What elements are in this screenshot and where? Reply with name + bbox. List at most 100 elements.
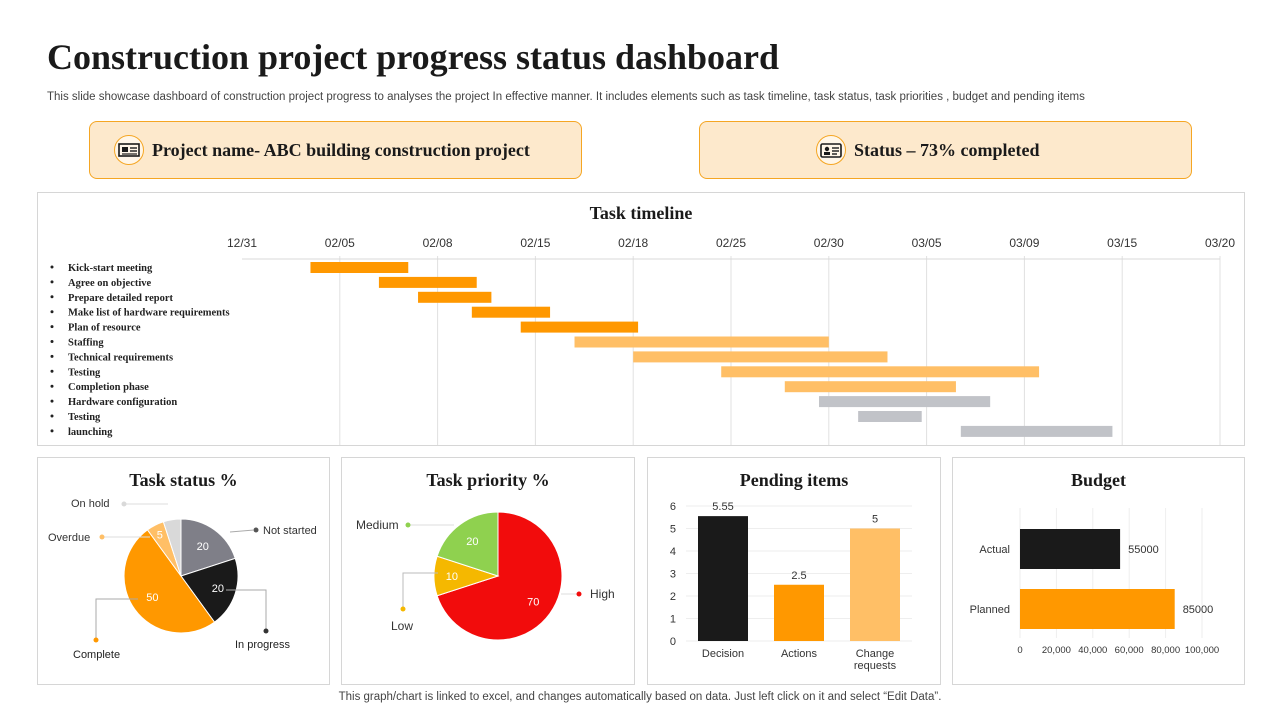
task-timeline-title: Task timeline	[589, 203, 693, 223]
bar-actions	[774, 584, 824, 641]
pie-value-label: 20	[212, 583, 224, 595]
legend-dot	[405, 522, 411, 528]
task-bar-prepare-detailed-report	[418, 291, 492, 303]
task-bar-technical-requirements	[633, 351, 888, 363]
task-bar-make-list-of-hardware-requirements	[471, 306, 551, 318]
callout-label: High	[590, 587, 615, 601]
pie-slice-complete	[123, 529, 216, 634]
x-tick-label: 02/30	[814, 236, 844, 250]
task-bar-testing	[858, 411, 922, 422]
callout-label: Not started	[263, 525, 317, 537]
x-tick-label: Decision	[702, 648, 744, 660]
task-bullet	[50, 429, 54, 433]
x-tick-label: 02/25	[716, 236, 746, 250]
legend-dot	[263, 628, 269, 634]
x-tick-label: 80,000	[1151, 645, 1180, 656]
y-tick-label: 1	[670, 614, 676, 626]
blueprint-icon	[114, 135, 144, 165]
legend-dot	[93, 637, 99, 643]
project-name-box: Project name- ABC building construction …	[89, 121, 582, 179]
callout-line	[229, 529, 255, 533]
pie-value-label: 10	[446, 571, 458, 583]
task-bullet	[50, 340, 54, 343]
pending-items-chart: 0 1 2 3 4 5 6 5.55 Decision 2.5 Actions 5 Changerequ…	[670, 501, 912, 672]
task-bar-staffing	[574, 336, 829, 348]
pie-value-label: 5	[157, 529, 163, 541]
footer-note: This graph/chart is linked to excel, and…	[338, 691, 942, 703]
task-priority-panel: Task priority % 70 10 20 High Low Medium	[341, 457, 635, 685]
task-label: Technical requirements	[68, 352, 173, 363]
bar-value-label: 2.5	[791, 570, 806, 582]
task-timeline-panel: Task timeline 12/31 02/05 02/08 02/15 02/18 0…	[37, 192, 1245, 446]
bar-change-requests	[850, 528, 900, 641]
pie-slice-in-progress	[180, 557, 239, 623]
x-tick-label: 02/08	[423, 236, 453, 250]
x-tick-label: 02/15	[520, 236, 550, 250]
task-bullet	[50, 414, 54, 418]
task-label: Testing	[68, 412, 101, 423]
x-tick-label: Actions	[781, 648, 818, 660]
x-tick-label: 02/18	[618, 236, 648, 250]
task-label: Make list of hardware requirements	[68, 308, 230, 319]
page-subtitle: This slide showcase dashboard of constru…	[47, 91, 1085, 103]
task-status-panel: Task status % 20 20 50 5 Not started In progr…	[37, 457, 330, 685]
task-label: Completion phase	[68, 382, 149, 393]
status-box: Status – 73% completed	[699, 121, 1192, 179]
task-bar-hardware-configuration	[819, 396, 991, 408]
status-text: Status – 73% completed	[854, 139, 1040, 160]
legend-dot	[400, 606, 406, 612]
budget-chart: 0 20,000 40,000 60,000 80,000 100,000 Actual 55…	[970, 508, 1219, 656]
task-label: Testing	[68, 367, 101, 378]
task-priority-chart: 70 10 20 High Low Medium	[356, 511, 615, 641]
task-bar-plan-of-resource	[520, 321, 639, 333]
task-label: Prepare detailed report	[68, 293, 173, 304]
budget-title: Budget	[1070, 470, 1126, 490]
y-tick-label: Planned	[970, 604, 1010, 616]
callout-label: Low	[391, 619, 413, 633]
callout-label: In progress	[235, 639, 291, 651]
x-tick-label: 02/05	[325, 236, 355, 250]
task-label: Staffing	[68, 338, 104, 349]
task-label: launching	[68, 427, 113, 438]
x-tick-label: Change	[856, 648, 895, 660]
pie-slice-on-hold	[162, 518, 182, 577]
project-name-text: Project name- ABC building construction …	[152, 139, 530, 160]
x-tick-label: 40,000	[1078, 645, 1107, 656]
task-bullet	[50, 399, 54, 403]
id-card-icon	[816, 135, 846, 165]
pie-value-label: 50	[146, 592, 158, 604]
bar-actual	[1020, 529, 1121, 569]
bar-value-label: 5	[872, 514, 878, 526]
pie-value-label: 20	[466, 536, 478, 548]
legend-dot	[253, 527, 259, 533]
callout-line	[226, 589, 267, 631]
callout-line	[402, 572, 438, 608]
task-label: Agree on objective	[68, 278, 152, 289]
task-label: Plan of resource	[68, 323, 141, 334]
task-status-title: Task status %	[129, 470, 238, 490]
x-tick-label: 20,000	[1042, 645, 1071, 656]
task-bar-agree-on-objective	[378, 276, 477, 288]
x-tick-label: 60,000	[1115, 645, 1144, 656]
x-tick-label: 03/05	[912, 236, 942, 250]
y-tick-label: 4	[670, 546, 676, 558]
task-bullet	[50, 310, 54, 314]
callout-label: Complete	[73, 649, 120, 661]
pie-value-label: 20	[197, 541, 209, 553]
y-tick-label: 2	[670, 591, 676, 603]
task-label: Kick-start meeting	[68, 263, 153, 274]
x-tick-label: 100,000	[1185, 645, 1219, 656]
y-tick-label: 3	[670, 569, 676, 581]
task-label: Hardware configuration	[68, 397, 177, 408]
x-tick-label: 12/31	[227, 236, 257, 250]
task-bullet	[50, 325, 54, 329]
pending-items-panel: Pending items 0 1 2 3 4 5 6 5.55 Decision 2.5 Acti…	[647, 457, 941, 685]
y-tick-label: 6	[670, 501, 676, 513]
legend-dot	[576, 591, 582, 597]
task-priority-title: Task priority %	[426, 470, 550, 490]
x-tick-label: 03/20	[1205, 236, 1235, 250]
task-bullet	[50, 354, 54, 358]
task-bullet	[50, 265, 54, 269]
page-title: Construction project progress status das…	[47, 37, 780, 77]
task-bullet	[50, 384, 54, 388]
